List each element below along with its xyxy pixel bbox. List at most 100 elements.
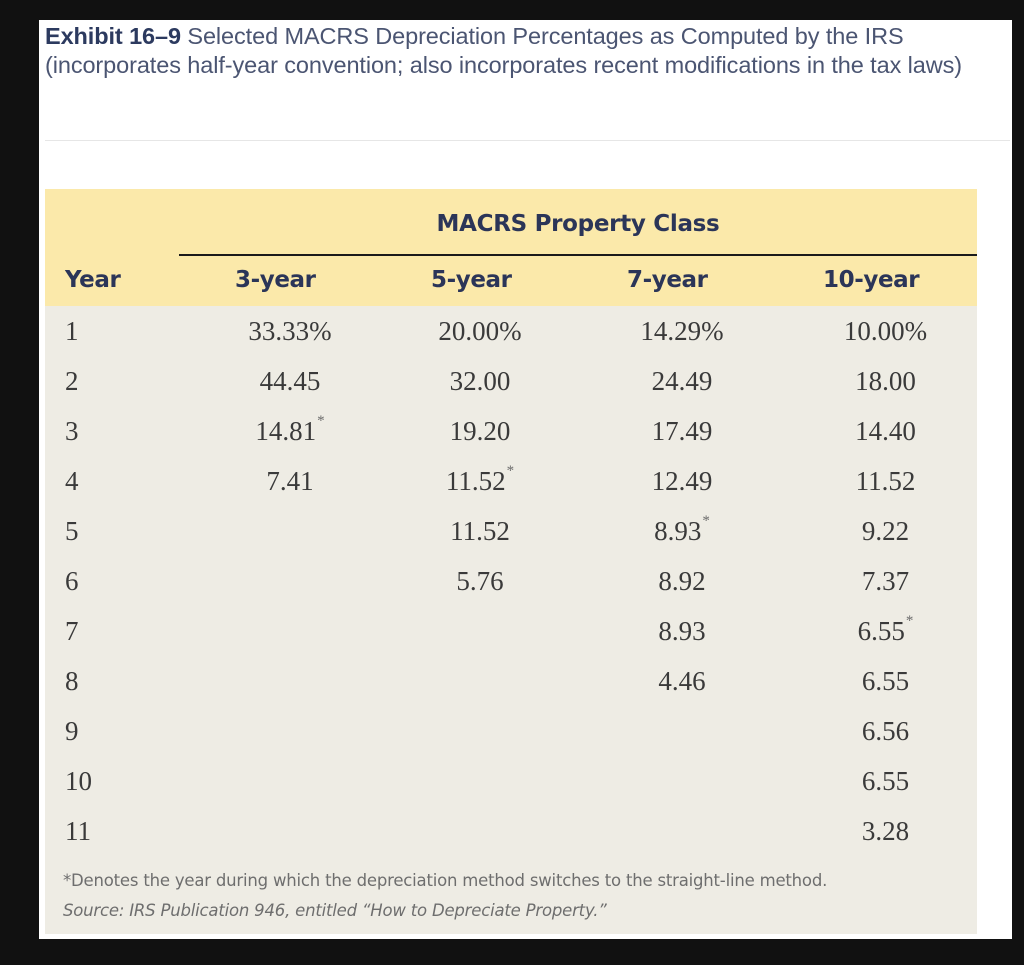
column-header-3-year: 3-year bbox=[235, 267, 316, 293]
table-row: 8 4.46 6.55 bbox=[45, 656, 977, 706]
value-text: 7.37 bbox=[861, 566, 910, 596]
year-cell: 2 bbox=[65, 366, 79, 396]
column-header-10-year: 10-year bbox=[823, 267, 920, 293]
year-cell: 7 bbox=[65, 616, 79, 646]
value-cell-10-year: 9.22 bbox=[828, 506, 943, 556]
value-cell-5-year: 11.52* bbox=[425, 456, 535, 506]
value-cell-5-year: 11.52 bbox=[425, 506, 535, 556]
exhibit-title: Selected MACRS Depreciation Percentages … bbox=[45, 23, 962, 78]
value-cell-7-year: 8.93 bbox=[627, 606, 737, 656]
value-cell-3-year: 7.41 bbox=[235, 456, 345, 506]
year-cell: 1 bbox=[65, 316, 79, 346]
table-row: 5 11.52 8.93* 9.22 bbox=[45, 506, 977, 556]
value-text: 9.22 bbox=[861, 516, 910, 546]
table-row: 10 6.55 bbox=[45, 756, 977, 806]
value-text: 5.76 bbox=[456, 566, 504, 596]
value-text: 6.55 bbox=[857, 616, 905, 646]
table-row: 9 6.56 bbox=[45, 706, 977, 756]
value-cell-7-year: 4.46 bbox=[627, 656, 737, 706]
value-cell-7-year: 8.92 bbox=[627, 556, 737, 606]
column-header-5-year: 5-year bbox=[431, 267, 512, 293]
value-cell-7-year: 17.49 bbox=[627, 406, 737, 456]
value-text: 10.00% bbox=[843, 316, 928, 346]
value-text: 17.49 bbox=[651, 416, 713, 446]
year-cell: 5 bbox=[65, 516, 79, 546]
group-header: MACRS Property Class bbox=[436, 211, 720, 237]
value-text: 19.20 bbox=[449, 416, 511, 446]
value-text: 18.00 bbox=[855, 366, 916, 396]
year-cell: 6 bbox=[65, 566, 79, 596]
value-cell-5-year: 32.00 bbox=[425, 356, 535, 406]
column-header-year: Year bbox=[65, 267, 121, 293]
value-cell-5-year: 19.20 bbox=[425, 406, 535, 456]
value-text: 4.46 bbox=[658, 666, 706, 696]
value-cell-7-year: 12.49 bbox=[627, 456, 737, 506]
value-text: 11.52 bbox=[445, 466, 506, 496]
value-cell-10-year: 18.00 bbox=[828, 356, 943, 406]
value-cell-10-year: 10.00% bbox=[828, 306, 943, 356]
value-text: 8.92 bbox=[658, 566, 706, 596]
year-cell: 11 bbox=[65, 816, 91, 846]
value-cell-10-year: 11.52 bbox=[828, 456, 943, 506]
value-cell-10-year: 7.37 bbox=[828, 556, 943, 606]
value-text: 12.49 bbox=[651, 466, 713, 496]
table-header: MACRS Property Class Year 3-year 5-year … bbox=[45, 189, 977, 306]
straight-line-switch-marker: * bbox=[702, 513, 710, 529]
year-cell: 9 bbox=[65, 716, 79, 746]
value-text: 11.52 bbox=[450, 516, 510, 546]
value-cell-10-year: 6.55 bbox=[828, 656, 943, 706]
exhibit-page: Exhibit 16–9 Selected MACRS Depreciation… bbox=[39, 20, 1012, 939]
value-text: 8.93 bbox=[654, 516, 702, 546]
value-text: 20.00% bbox=[438, 316, 522, 346]
value-cell-10-year: 14.40 bbox=[828, 406, 943, 456]
year-cell: 10 bbox=[65, 766, 92, 796]
exhibit-caption: Exhibit 16–9 Selected MACRS Depreciation… bbox=[45, 22, 1010, 80]
value-cell-5-year: 5.76 bbox=[425, 556, 535, 606]
value-cell-10-year: 6.55 bbox=[828, 756, 943, 806]
value-text: 7.41 bbox=[266, 466, 314, 496]
table-row: 11 3.28 bbox=[45, 806, 977, 856]
table-row: 1 33.33% 20.00% 14.29% 10.00% bbox=[45, 306, 977, 356]
value-text: 6.55 bbox=[861, 766, 910, 796]
value-cell-7-year: 8.93* bbox=[627, 506, 737, 556]
value-text: 14.29% bbox=[640, 316, 724, 346]
straight-line-switch-marker: * bbox=[317, 413, 325, 429]
value-text: 3.28 bbox=[861, 816, 910, 846]
value-cell-5-year: 20.00% bbox=[425, 306, 535, 356]
value-text: 6.56 bbox=[861, 716, 910, 746]
source-note: Source: IRS Publication 946, entitled “H… bbox=[63, 901, 607, 920]
value-text: 6.55 bbox=[861, 666, 910, 696]
value-text: 14.81 bbox=[255, 416, 317, 446]
table-card: MACRS Property Class Year 3-year 5-year … bbox=[45, 140, 1010, 938]
value-text: 24.49 bbox=[651, 366, 713, 396]
column-header-7-year: 7-year bbox=[627, 267, 708, 293]
year-cell: 8 bbox=[65, 666, 79, 696]
value-cell-3-year: 44.45 bbox=[235, 356, 345, 406]
footnote: *Denotes the year during which the depre… bbox=[63, 871, 828, 890]
value-cell-3-year: 14.81* bbox=[235, 406, 345, 456]
value-text: 8.93 bbox=[658, 616, 706, 646]
table-row: 2 44.45 32.00 24.49 18.00 bbox=[45, 356, 977, 406]
table-body: 1 33.33% 20.00% 14.29% 10.00% 2 44.45 32.00 24.4… bbox=[45, 306, 977, 934]
value-cell-7-year: 24.49 bbox=[627, 356, 737, 406]
table-row: 6 5.76 8.92 7.37 bbox=[45, 556, 977, 606]
table-row: 4 7.41 11.52* 12.49 11.52 bbox=[45, 456, 977, 506]
straight-line-switch-marker: * bbox=[506, 463, 515, 479]
value-cell-3-year: 33.33% bbox=[235, 306, 345, 356]
value-text: 32.00 bbox=[449, 366, 511, 396]
value-cell-10-year: 6.55* bbox=[828, 606, 943, 656]
exhibit-label: Exhibit 16–9 bbox=[45, 23, 181, 49]
value-cell-7-year: 14.29% bbox=[627, 306, 737, 356]
value-cell-10-year: 6.56 bbox=[828, 706, 943, 756]
value-text: 33.33% bbox=[248, 316, 332, 346]
value-text: 44.45 bbox=[259, 366, 321, 396]
group-header-rule bbox=[179, 254, 977, 256]
year-cell: 3 bbox=[65, 416, 79, 446]
value-text: 14.40 bbox=[855, 416, 916, 446]
value-text: 11.52 bbox=[855, 466, 916, 496]
table-row: 3 14.81* 19.20 17.49 14.40 bbox=[45, 406, 977, 456]
value-cell-10-year: 3.28 bbox=[828, 806, 943, 856]
straight-line-switch-marker: * bbox=[905, 613, 914, 629]
year-cell: 4 bbox=[65, 466, 79, 496]
table-row: 7 8.93 6.55* bbox=[45, 606, 977, 656]
